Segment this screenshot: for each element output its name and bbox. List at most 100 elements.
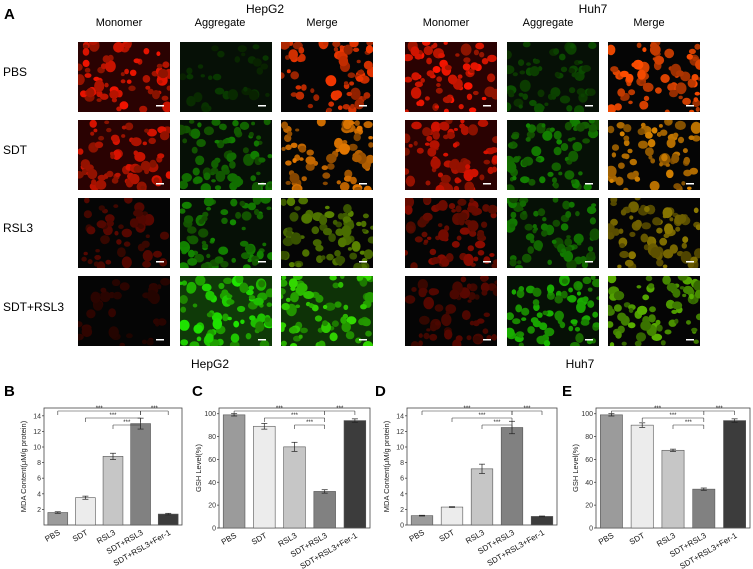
bar-sdt-rsl3-fer-1 xyxy=(723,420,746,529)
col-title-hepg2-aggregate: Aggregate xyxy=(194,17,246,29)
micrograph-huh-aggregate-sdt xyxy=(507,120,599,190)
micrograph-huh-aggregate-rsl3 xyxy=(507,198,599,268)
scale-bar xyxy=(156,339,164,341)
row-label-rsl3: RSL3 xyxy=(3,221,34,235)
group-title-huh7: Huh7 xyxy=(578,2,608,16)
x-tick-label: PBS xyxy=(597,531,615,547)
x-tick-label: PBS xyxy=(43,528,61,544)
micrograph-hep-aggregate-sdt-rsl3 xyxy=(180,276,272,346)
y-tick-label: 40 xyxy=(585,480,593,487)
col-title-huh7-merge: Merge xyxy=(633,17,665,29)
y-tick-label: 40 xyxy=(208,480,216,487)
micrograph-huh-aggregate-sdt-rsl3 xyxy=(507,276,599,346)
sig-label: *** xyxy=(463,406,471,412)
scale-bar xyxy=(258,261,266,263)
y-tick-label: 4 xyxy=(37,491,41,498)
bar-sdt-rsl3-fer-1 xyxy=(530,516,554,526)
scale-bar xyxy=(483,261,491,263)
micrograph-huh-merge-sdt-rsl3 xyxy=(608,276,700,346)
bar-sdt-rsl3 xyxy=(500,427,524,526)
scale-bar xyxy=(585,105,593,107)
scale-bar xyxy=(585,261,593,263)
y-tick-label: 80 xyxy=(208,434,216,441)
y-tick-label: 20 xyxy=(585,503,593,510)
bar-rsl3 xyxy=(470,468,494,526)
bar-rsl3 xyxy=(283,446,306,529)
scale-bar xyxy=(156,261,164,263)
sig-label: *** xyxy=(123,420,131,426)
scale-bar xyxy=(585,339,593,341)
micrograph-huh-aggregate-pbs xyxy=(507,42,599,112)
sig-label: *** xyxy=(151,406,159,412)
group-title-hepg2: HepG2 xyxy=(245,2,285,16)
micrograph-hep-merge-rsl3 xyxy=(281,198,373,268)
scale-bar xyxy=(359,339,367,341)
col-title-huh7-aggregate: Aggregate xyxy=(522,17,574,29)
scale-bar xyxy=(359,261,367,263)
sig-label: *** xyxy=(669,413,677,419)
y-axis-label: GSH Level(%) xyxy=(571,444,580,492)
sig-label: *** xyxy=(478,413,486,419)
y-tick-label: 0 xyxy=(400,523,404,530)
y-tick-label: 60 xyxy=(585,457,593,464)
y-tick-label: 6 xyxy=(37,476,41,483)
panel-e-letter: E xyxy=(562,383,573,400)
bar-sdt-rsl3-fer-1 xyxy=(343,420,367,529)
bar-sdt-rsl3 xyxy=(692,488,716,529)
bar-sdt xyxy=(75,497,96,526)
scale-bar xyxy=(686,339,694,341)
y-tick-label: 100 xyxy=(204,411,216,418)
bar-pbs xyxy=(600,414,623,529)
row-label-sdt: SDT xyxy=(3,143,27,157)
x-tick-label: SDT xyxy=(250,531,268,547)
micrograph-huh-monomer-pbs xyxy=(405,42,497,112)
scale-bar xyxy=(585,183,593,185)
y-tick-label: 12 xyxy=(396,429,404,436)
scale-bar xyxy=(359,105,367,107)
y-tick-label: 2 xyxy=(400,507,404,514)
y-tick-label: 14 xyxy=(33,413,41,420)
sig-label: *** xyxy=(96,406,104,412)
sig-label: *** xyxy=(493,420,501,426)
y-tick-label: 4 xyxy=(400,491,404,498)
chart-d-mda-huh7: 0 2 4 6 8 10 12 14 MDA Content(μM/g protein) PBS S… xyxy=(382,406,558,568)
y-tick-label: 100 xyxy=(581,411,593,418)
bar-sdt xyxy=(630,424,654,529)
panel-c-letter: C xyxy=(192,383,203,400)
scale-bar xyxy=(686,105,694,107)
scale-bar xyxy=(686,261,694,263)
micrograph-huh-merge-rsl3 xyxy=(608,198,700,268)
scale-bar xyxy=(258,105,266,107)
x-tick-label: SDT xyxy=(71,528,89,544)
bar-pbs xyxy=(222,414,246,529)
scale-bar xyxy=(483,105,491,107)
scale-bar xyxy=(258,339,266,341)
scale-bar xyxy=(258,183,266,185)
panel-a-letter: A xyxy=(4,6,15,23)
x-tick-label: RSL3 xyxy=(655,531,677,549)
y-tick-label: 10 xyxy=(33,445,41,452)
panel-b-letter: B xyxy=(4,383,15,400)
row-label-pbs: PBS xyxy=(3,65,28,79)
y-tick-label: 60 xyxy=(208,457,216,464)
x-tick-label: SDT xyxy=(438,528,456,544)
y-axis-label: MDA Content(μM/g protein) xyxy=(19,420,28,512)
micrograph-hep-aggregate-pbs xyxy=(180,42,272,112)
micrograph-hep-monomer-rsl3 xyxy=(78,198,170,268)
bar-sdt-rsl3 xyxy=(130,423,151,526)
bar-sdt-rsl3-fer-1 xyxy=(157,513,179,526)
section-title-huh7: Huh7 xyxy=(565,357,595,371)
scale-bar xyxy=(156,183,164,185)
y-tick-label: 0 xyxy=(589,526,593,533)
sig-label: *** xyxy=(306,420,314,426)
y-tick-label: 8 xyxy=(37,460,41,467)
bar-sdt-rsl3 xyxy=(313,491,336,529)
scale-bar xyxy=(359,183,367,185)
y-tick-label: 80 xyxy=(585,434,593,441)
x-tick-label: RSL3 xyxy=(277,531,299,549)
y-tick-label: 8 xyxy=(400,460,404,467)
sig-label: *** xyxy=(685,420,693,426)
sig-label: *** xyxy=(276,406,284,412)
